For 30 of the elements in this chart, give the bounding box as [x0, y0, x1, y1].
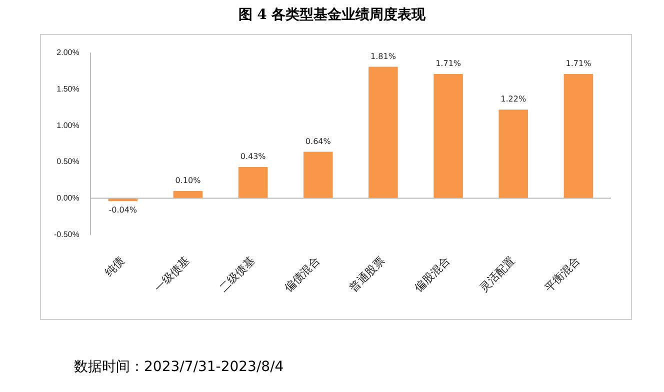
- bar: [434, 74, 463, 198]
- data-label: 0.43%: [240, 152, 266, 162]
- x-tick-label: 一级债基: [152, 254, 192, 294]
- bar: [368, 66, 398, 198]
- x-tick-label: 普通股票: [347, 254, 388, 294]
- x-tick-label: 二级债基: [216, 254, 258, 294]
- y-tick-label: 0.50%: [56, 157, 80, 166]
- data-label: 0.10%: [175, 176, 202, 186]
- data-label: 0.64%: [305, 136, 332, 146]
- data-label: 1.22%: [500, 94, 526, 104]
- data-label: 1.71%: [436, 59, 462, 68]
- x-tick-label: 灵活配置: [477, 254, 518, 294]
- chart-title: 图 4 各类型基金业绩周度表现: [237, 6, 427, 24]
- x-tick-label: 偏股混合: [412, 254, 452, 294]
- data-label: -0.04%: [108, 205, 138, 214]
- x-tick-label: 平衡混合: [542, 254, 583, 294]
- y-tick-label: -0.50%: [54, 230, 80, 239]
- y-tick-label: 1.00%: [56, 120, 80, 130]
- y-tick-label: 1.50%: [56, 84, 80, 94]
- bar: [303, 152, 333, 198]
- y-tick-label: 2.00%: [56, 48, 80, 58]
- text: 数据时间：2023/7/31-2023/8/4: [74, 358, 284, 376]
- bar: [498, 110, 528, 198]
- x-tick-label: 纯债: [102, 254, 128, 279]
- x-tick-label: 偏债混合: [282, 254, 322, 294]
- y-tick-label: 0.00%: [56, 193, 80, 202]
- data-label: 1.71%: [566, 59, 592, 68]
- data-label: 1.81%: [370, 52, 396, 61]
- bar: [238, 167, 268, 198]
- bar: [564, 74, 594, 198]
